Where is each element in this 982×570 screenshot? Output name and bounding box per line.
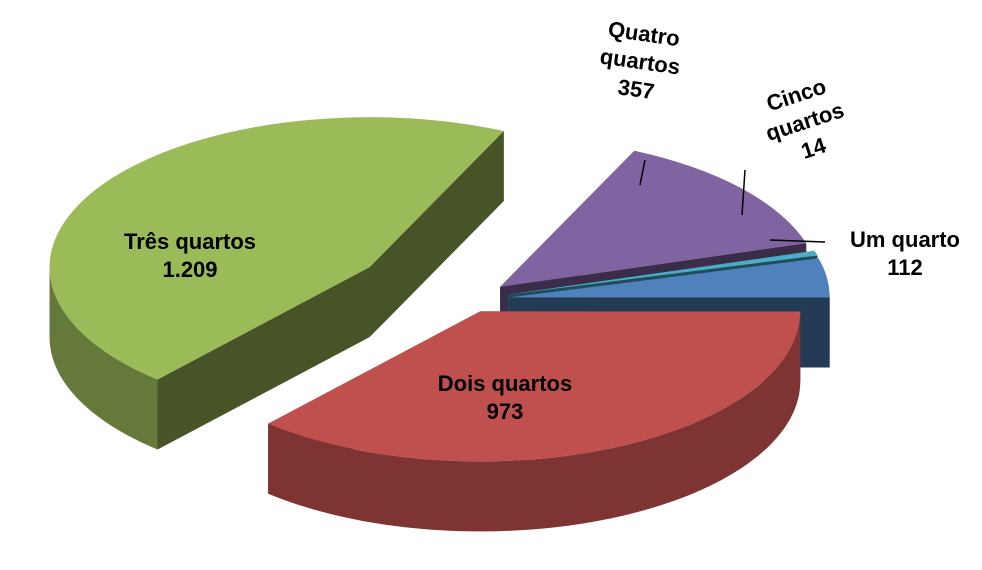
slices (49, 117, 830, 532)
slice (49, 117, 504, 380)
leader-line (741, 169, 746, 216)
category-label: Três quartos (123, 229, 257, 254)
category-label: Um quarto (850, 227, 960, 252)
slice (508, 250, 818, 295)
value-label: 973 (486, 399, 524, 424)
leader-line (639, 159, 646, 186)
category-label: Dois quartos (437, 371, 573, 396)
value-label: 1.209 (162, 257, 218, 282)
slice-wall-shade (268, 311, 801, 532)
slice-wall (49, 265, 158, 450)
leader-line (769, 239, 826, 243)
slice (509, 258, 830, 298)
slice-shade (157, 267, 370, 450)
value-label: 112 (887, 255, 923, 280)
slice-wall-shade (49, 265, 158, 450)
slice-shade (369, 131, 504, 338)
data-label: Três quartos 1.209 (90, 228, 290, 284)
data-label: Quatro quartos 357 (580, 13, 701, 111)
data-label: Dois quartos 973 (405, 370, 605, 426)
slice-wall (268, 311, 801, 532)
slice (500, 150, 807, 287)
data-label: Um quarto 112 (820, 226, 982, 282)
slice (268, 311, 801, 462)
